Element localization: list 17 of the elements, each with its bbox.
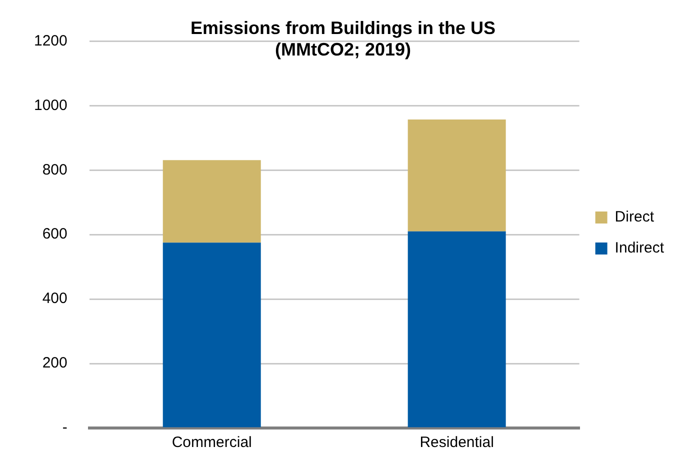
bar bbox=[162, 242, 261, 428]
legend-label: Direct bbox=[614, 208, 655, 226]
x-tick-label: Commercial bbox=[172, 434, 252, 452]
text: (MMtCO2; 2019) bbox=[274, 39, 412, 60]
y-tick-label: - bbox=[62, 419, 68, 436]
y-tick-label: 400 bbox=[42, 290, 68, 308]
text: Emissions from Buildings in the US bbox=[190, 18, 496, 38]
y-tick-label: 600 bbox=[42, 226, 68, 243]
bar bbox=[162, 160, 261, 243]
legend-label: Indirect bbox=[614, 240, 665, 257]
x-tick-label: Residential bbox=[420, 434, 494, 452]
y-tick-label: 1200 bbox=[34, 32, 68, 50]
bar bbox=[408, 231, 506, 428]
y-tick-label: 200 bbox=[42, 354, 68, 372]
y-tick-label: 800 bbox=[42, 161, 68, 178]
y-tick-label: 1000 bbox=[34, 96, 68, 114]
bar bbox=[408, 120, 506, 232]
